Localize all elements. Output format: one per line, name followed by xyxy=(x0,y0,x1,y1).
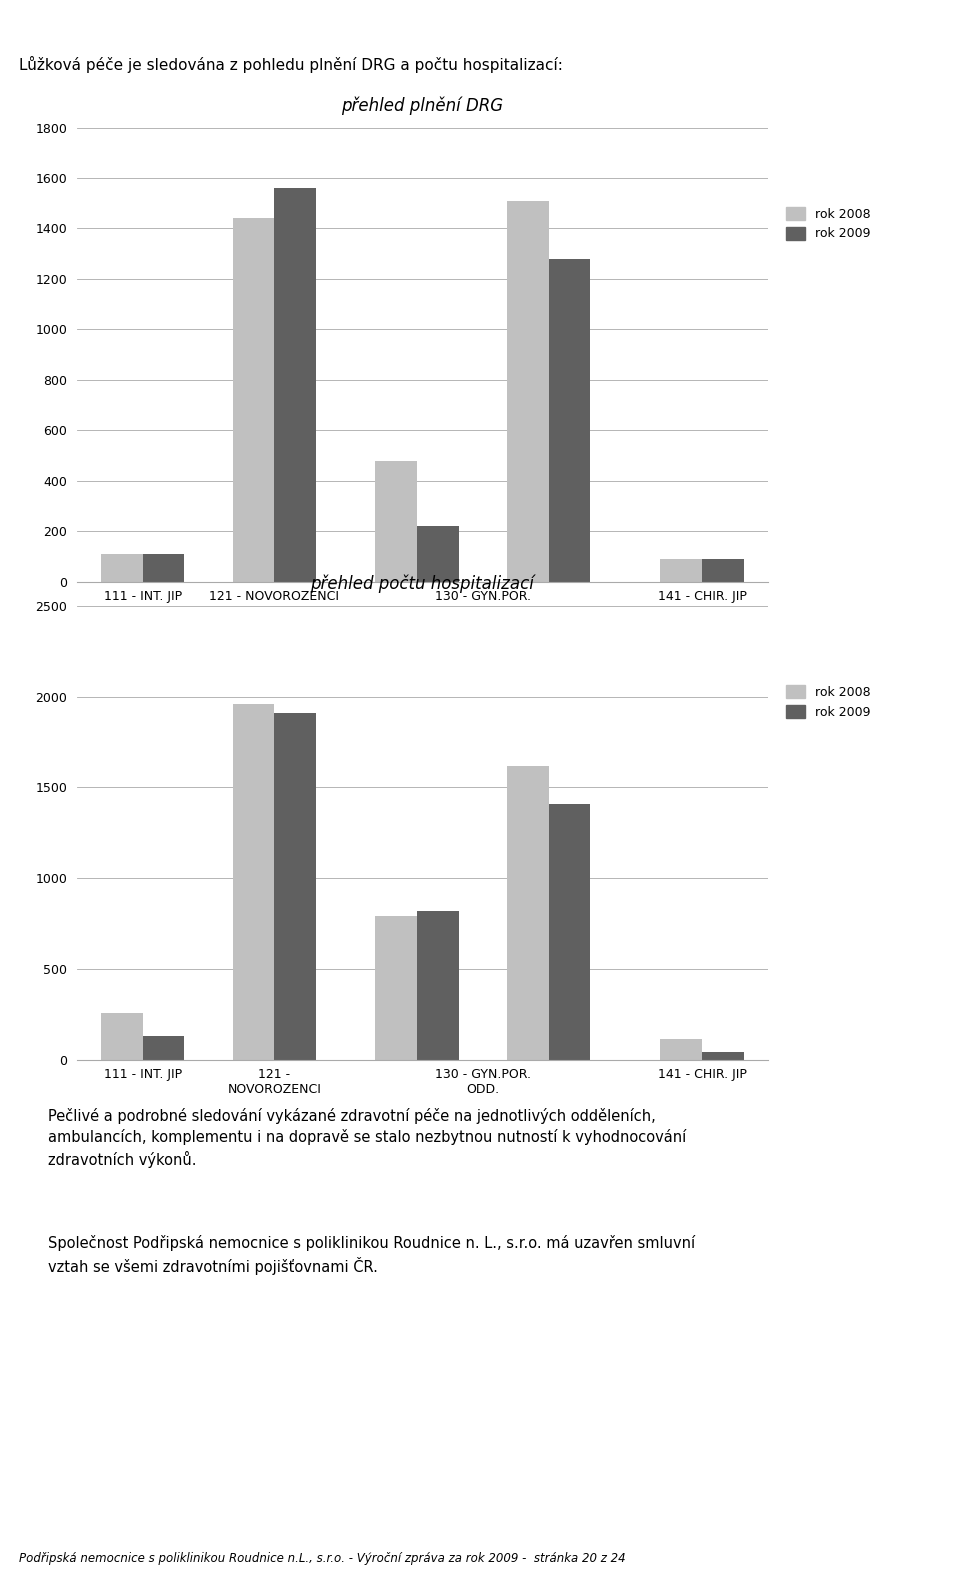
Bar xyxy=(375,461,417,582)
Bar xyxy=(660,559,702,582)
Bar xyxy=(507,201,548,582)
Bar xyxy=(275,188,316,582)
Bar xyxy=(417,912,459,1060)
Bar xyxy=(232,218,275,582)
Bar xyxy=(548,803,590,1060)
Text: Lůžková péče je sledována z pohledu plnění DRG a počtu hospitalizací:: Lůžková péče je sledována z pohledu plně… xyxy=(19,56,564,73)
Legend: rok 2008, rok 2009: rok 2008, rok 2009 xyxy=(781,681,876,724)
Bar xyxy=(101,555,143,582)
Bar xyxy=(375,917,417,1060)
Title: přehled plnění DRG: přehled plnění DRG xyxy=(342,96,503,115)
Bar xyxy=(275,713,316,1060)
Bar xyxy=(417,526,459,582)
Text: Společnost Podřipská nemocnice s poliklinikou Roudnice n. L., s.r.o. má uzavřen : Společnost Podřipská nemocnice s polikli… xyxy=(48,1235,695,1275)
Text: Pečlivé a podrobné sledování vykázané zdravotní péče na jednotlivých odděleních,: Pečlivé a podrobné sledování vykázané zd… xyxy=(48,1108,686,1168)
Bar xyxy=(702,1052,744,1060)
Legend: rok 2008, rok 2009: rok 2008, rok 2009 xyxy=(781,202,876,245)
Text: Podřipská nemocnice s poliklinikou Roudnice n.L., s.r.o. - Výroční zpráva za rok: Podřipská nemocnice s poliklinikou Roudn… xyxy=(19,1553,626,1565)
Bar xyxy=(232,705,275,1060)
Bar xyxy=(143,1036,184,1060)
Bar xyxy=(507,765,548,1060)
Title: přehled počtu hospitalizací: přehled počtu hospitalizací xyxy=(310,574,535,593)
Bar xyxy=(702,559,744,582)
Bar xyxy=(548,258,590,582)
Bar xyxy=(143,555,184,582)
Bar xyxy=(660,1039,702,1060)
Bar xyxy=(101,1012,143,1060)
